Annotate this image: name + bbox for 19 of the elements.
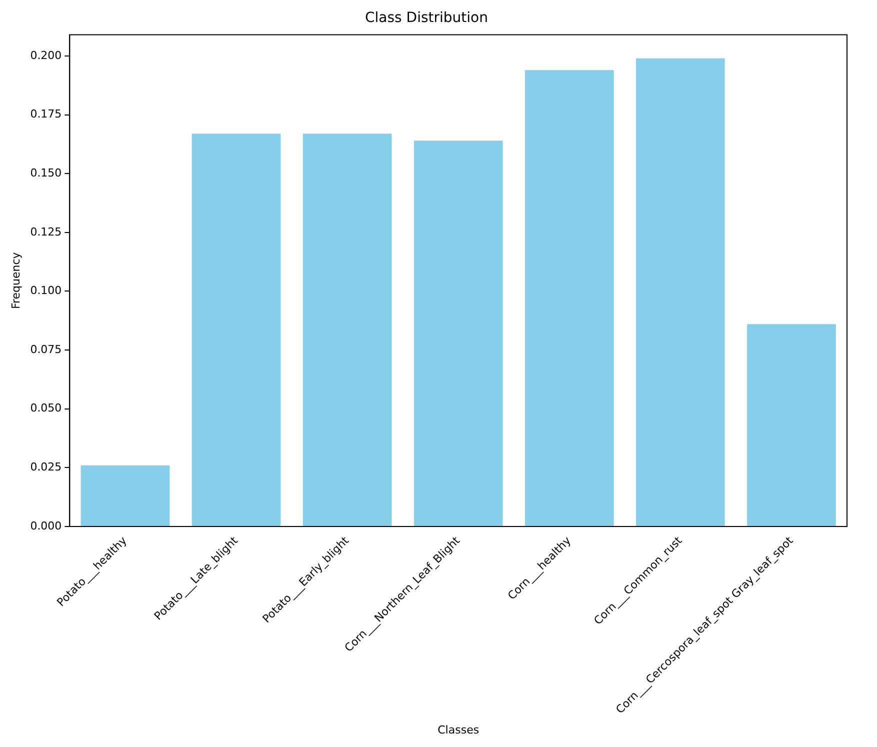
bar	[524, 70, 614, 526]
y-tick-label: 0.175	[30, 108, 62, 121]
y-tick-label: 0.025	[30, 460, 62, 474]
y-axis-title: Frequency	[9, 252, 22, 310]
y-tick-label: 0.150	[30, 166, 62, 180]
bar	[747, 324, 836, 526]
bar	[636, 58, 725, 526]
bar	[80, 465, 170, 526]
x-axis-title: Classes	[438, 723, 480, 736]
y-tick-label: 0.000	[30, 519, 62, 532]
y-tick-label: 0.050	[30, 402, 62, 415]
y-tick-label: 0.100	[30, 284, 62, 298]
bar	[192, 134, 281, 526]
bar	[414, 140, 503, 526]
bar	[302, 134, 392, 526]
chart-title: Class Distribution	[365, 10, 488, 26]
y-tick-label: 0.200	[30, 48, 62, 62]
y-tick-label: 0.125	[30, 225, 62, 238]
y-tick-label: 0.075	[30, 342, 62, 356]
